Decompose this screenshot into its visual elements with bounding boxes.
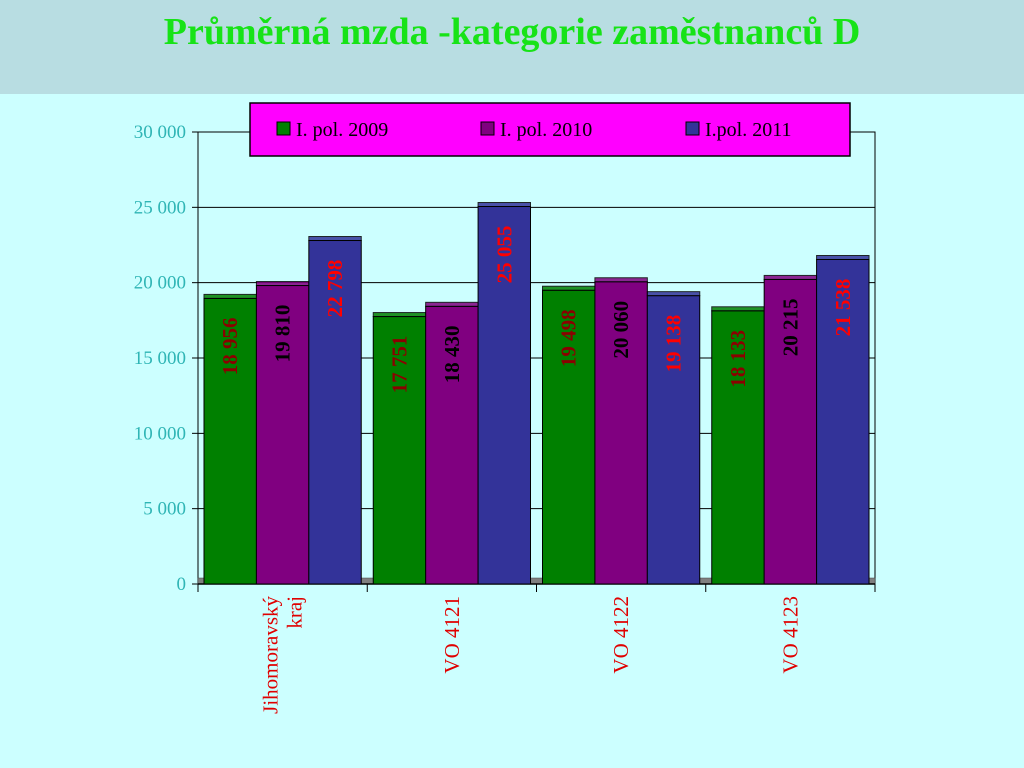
legend-swatch [480,121,495,136]
bar-top-cap [425,301,479,307]
bar [372,316,427,585]
data-label: 22 798 [323,260,347,318]
data-label: 19 498 [557,309,581,367]
page-title: Průměrná mzda -kategorie zaměstnanců D [163,11,861,53]
bar-top-cap [255,281,310,287]
category-label: VO 4121 [440,596,464,674]
bar [594,281,648,585]
bar [203,297,257,585]
y-tick-label: 10 000 [134,423,186,444]
data-label: 17 751 [387,336,411,394]
legend: I. pol. 2009 I. pol. 2010 I.pol. 2011 [249,102,851,157]
y-tick-label: 5 000 [143,499,186,520]
category-label: VO 4123 [778,596,802,674]
legend-label: I.pol. 2011 [705,119,791,141]
data-label: 21 538 [831,279,855,337]
bar [646,295,701,585]
bar-top-cap [816,254,870,260]
legend-label: I. pol. 2010 [500,119,592,141]
y-tick-label: 30 000 [134,122,186,143]
bar [425,305,479,585]
bar-top-cap [711,306,765,312]
bar-top-cap [203,293,257,299]
y-tick-label: 15 000 [134,348,186,369]
bar [255,285,310,585]
legend-box [249,102,851,157]
bar [763,278,818,585]
data-label: 18 956 [218,318,242,376]
legend-swatch [685,121,700,136]
data-label: 18 133 [726,330,750,388]
data-label: 19 810 [271,305,295,363]
bar-top-cap [308,236,362,242]
data-label: 20 060 [609,301,633,359]
bar [542,289,596,585]
category-label: kraj [283,596,307,629]
title-bar [0,0,1024,94]
y-tick-label: 20 000 [134,273,186,294]
data-label: 20 215 [778,299,802,357]
bar [308,240,362,585]
category-label: VO 4122 [609,596,633,674]
legend-swatch [276,121,291,136]
bar-top-cap [542,285,596,291]
bar-top-cap [763,274,818,280]
legend-label: I. pol. 2009 [296,119,388,141]
category-label: Jihomoravský [259,596,283,714]
data-label: 18 430 [440,325,464,383]
y-tick-label: 25 000 [134,197,186,218]
bar-top-cap [477,202,532,208]
bar-top-cap [594,277,648,283]
data-label: 25 055 [492,226,516,284]
bar-top-cap [646,291,701,297]
bar-top-cap [372,312,427,318]
y-tick-label: 0 [177,574,187,595]
bar [816,258,870,585]
data-label: 19 138 [662,315,686,373]
bar [477,206,532,585]
